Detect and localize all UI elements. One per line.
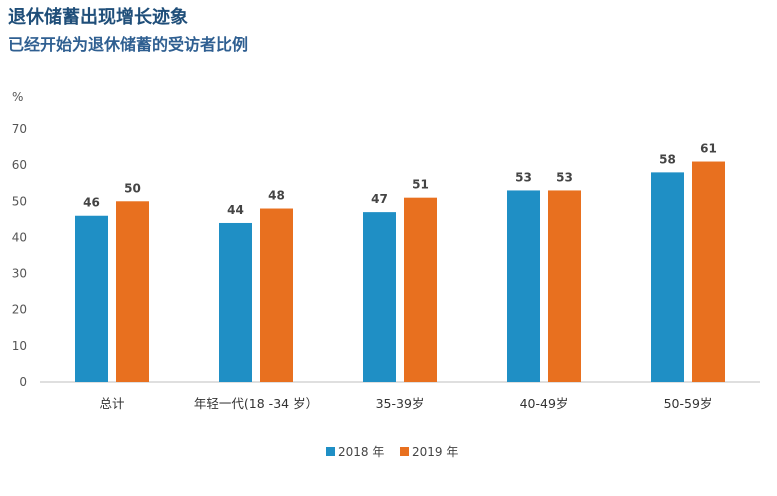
data-labels: 46 50 44 48 47 51 53 53 58 61 — [83, 142, 717, 217]
data-label: 51 — [412, 178, 429, 192]
y-tick-label: 10 — [12, 339, 27, 353]
bar — [219, 222, 252, 382]
category-label: 年轻一代(18 -34 岁） — [194, 396, 318, 411]
bar — [75, 215, 108, 382]
category-label: 35-39岁 — [376, 396, 425, 411]
y-tick-label: 30 — [12, 267, 27, 281]
legend-swatch — [326, 447, 335, 456]
bar — [363, 212, 396, 382]
y-tick-label: 20 — [12, 303, 27, 317]
category-labels: 总计 年轻一代(18 -34 岁） 35-39岁 40-49岁 50-59岁 — [99, 396, 712, 411]
chart-title: 退休储蓄出现增长迹象 — [8, 7, 188, 28]
y-axis: % 0 10 20 30 40 50 60 70 — [12, 90, 760, 389]
bar — [651, 172, 684, 382]
bar — [692, 161, 725, 382]
bar — [507, 190, 540, 382]
bars — [75, 161, 725, 382]
legend-swatch — [400, 447, 409, 456]
data-label: 44 — [227, 203, 244, 217]
y-axis-unit-label: % — [12, 90, 23, 104]
legend: 2018 年 2019 年 — [326, 445, 458, 459]
bar — [404, 197, 437, 382]
data-label: 53 — [515, 170, 532, 184]
data-label: 48 — [268, 189, 285, 203]
category-label: 总计 — [99, 396, 124, 411]
data-label: 58 — [659, 152, 676, 166]
data-label: 47 — [371, 192, 388, 206]
category-label: 50-59岁 — [664, 396, 713, 411]
data-label: 53 — [556, 170, 573, 184]
y-tick-label: 70 — [12, 122, 27, 136]
legend-label: 2019 年 — [412, 445, 458, 459]
data-label: 46 — [83, 196, 100, 210]
data-label: 61 — [700, 142, 717, 156]
bar — [548, 190, 581, 382]
chart-subtitle: 已经开始为退休储蓄的受访者比例 — [8, 35, 249, 54]
bar — [260, 208, 293, 382]
y-tick-label: 60 — [12, 158, 27, 172]
legend-label: 2018 年 — [338, 445, 384, 459]
y-tick-label: 0 — [19, 375, 27, 389]
y-tick-label: 40 — [12, 230, 27, 244]
category-label: 40-49岁 — [520, 396, 569, 411]
data-label: 50 — [124, 181, 141, 195]
bar — [116, 201, 149, 382]
y-tick-label: 50 — [12, 194, 27, 208]
